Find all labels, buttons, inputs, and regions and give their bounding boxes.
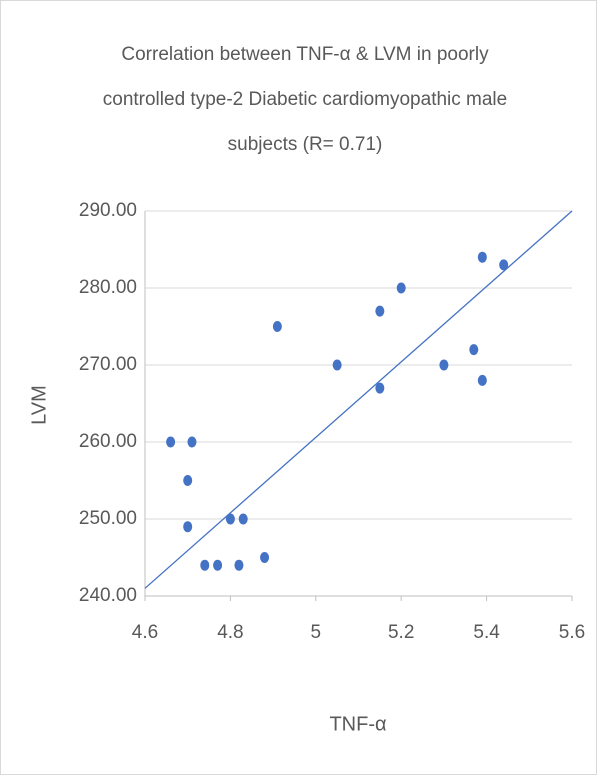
y-axis-label: LVM xyxy=(28,385,50,425)
chart-title: Correlation between TNF-α & LVM in poorl… xyxy=(121,44,489,65)
y-tick-label: 270.00 xyxy=(79,354,137,375)
point xyxy=(238,513,248,525)
point xyxy=(332,359,342,371)
point xyxy=(396,282,406,294)
point xyxy=(260,552,270,563)
y-tick-label: 280.00 xyxy=(79,277,137,298)
x-tick-label: 5 xyxy=(311,622,322,643)
x-tick-label: 5.2 xyxy=(388,622,414,643)
x-tick-label: 5.4 xyxy=(473,622,500,643)
point xyxy=(234,559,244,571)
trendline xyxy=(144,210,573,589)
point xyxy=(375,305,385,317)
point xyxy=(477,374,487,386)
x-tick-label: 4.6 xyxy=(132,622,158,643)
point xyxy=(272,321,282,332)
point xyxy=(200,559,210,571)
point xyxy=(499,259,509,271)
point xyxy=(213,559,223,571)
point xyxy=(187,436,197,448)
point xyxy=(477,251,487,263)
x-axis-label: TNF-α xyxy=(329,713,386,735)
y-tick-label: 240.00 xyxy=(79,585,137,606)
point xyxy=(183,521,193,533)
x-tick-label: 5.6 xyxy=(559,622,585,643)
chart-title: subjects (R= 0.71) xyxy=(228,134,383,155)
point xyxy=(375,382,385,394)
point xyxy=(225,513,235,525)
point xyxy=(183,475,193,486)
chart-title: controlled type-2 Diabetic cardiomyopath… xyxy=(103,89,507,110)
y-tick-label: 260.00 xyxy=(79,431,137,452)
point xyxy=(166,436,176,448)
y-tick-label: 290.00 xyxy=(79,200,137,221)
point xyxy=(469,344,479,356)
x-tick-label: 4.8 xyxy=(217,622,243,643)
y-tick-label: 250.00 xyxy=(79,508,137,529)
point xyxy=(439,359,449,371)
